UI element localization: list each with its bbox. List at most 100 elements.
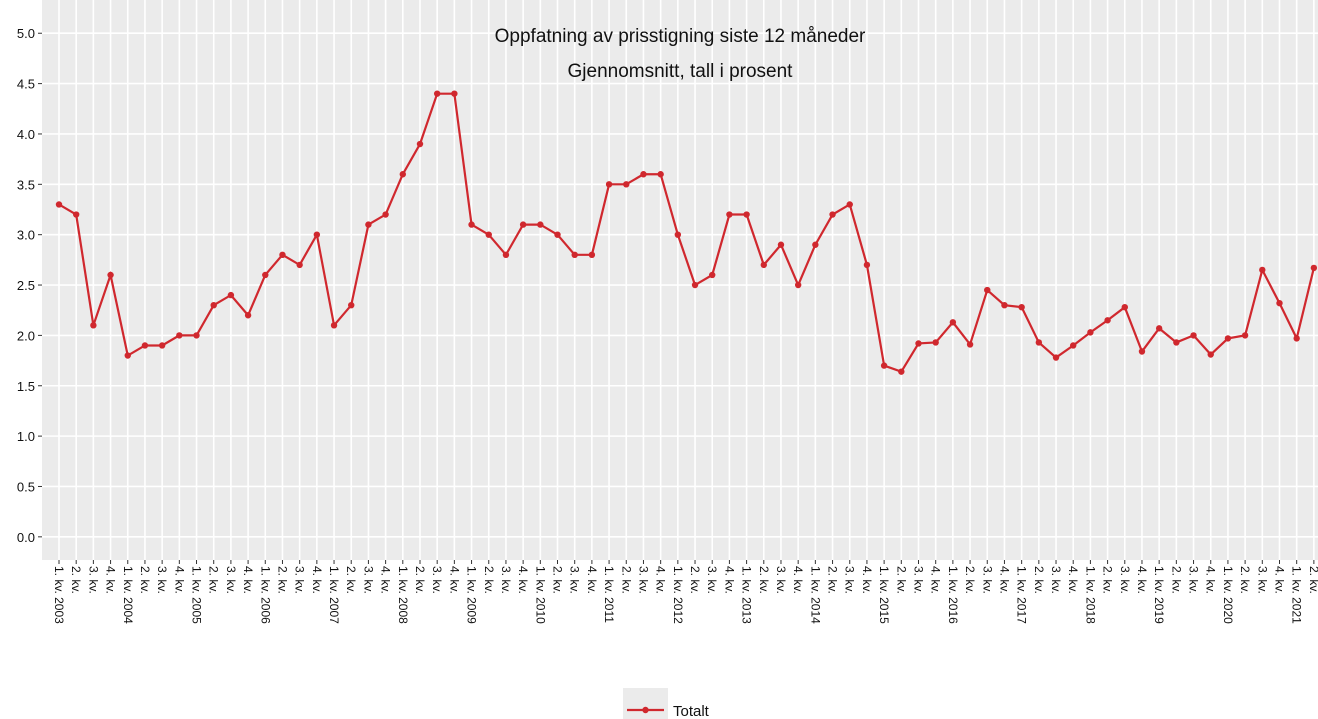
x-tick-label: 2. kv. [757, 566, 771, 594]
x-tick-label: 2. kv. [1032, 566, 1046, 594]
point [1207, 351, 1214, 358]
point [1104, 317, 1111, 324]
x-tick-label: 1. kv. 2016 [946, 566, 960, 624]
x-tick-label: 1. kv. 2012 [671, 566, 685, 624]
point [262, 271, 269, 279]
point [296, 261, 303, 269]
y-tick-label: 3.5 [17, 177, 35, 192]
x-tick-label: 1. kv. 2006 [258, 566, 272, 624]
point [1310, 264, 1318, 272]
point [330, 322, 338, 329]
x-tick-label: 2. kv. [413, 566, 427, 594]
chart-subtitle: Gjennomsnitt, tall i prosent [568, 61, 794, 82]
x-tick-label: 4. kv. [1204, 566, 1218, 594]
point [1087, 329, 1094, 336]
x-tick-label: 4. kv. [241, 566, 255, 594]
point [571, 251, 578, 259]
point [348, 301, 355, 309]
x-tick-label: 1. kv. 2020 [1221, 566, 1235, 624]
y-tick-label: 2.0 [17, 328, 35, 343]
point [794, 281, 802, 289]
point [107, 271, 114, 279]
point [709, 271, 716, 279]
x-tick-label: 1. kv. 2018 [1083, 566, 1097, 624]
x-tick-label: 4. kv. [1272, 566, 1286, 594]
point [485, 231, 492, 238]
x-tick-label: 4. kv. [447, 566, 461, 594]
y-tick-label: 1.0 [17, 429, 35, 444]
grid [42, 0, 1318, 560]
point [468, 221, 475, 228]
point [623, 181, 630, 188]
x-tick-label: 2. kv. [1307, 566, 1318, 594]
point [1052, 354, 1060, 361]
x-tick-label: 4. kv. [929, 566, 943, 594]
point [1224, 335, 1232, 342]
point [193, 332, 200, 339]
x-tick-label: 3. kv. [1255, 566, 1269, 594]
x-tick-label: 1. kv. 2009 [465, 566, 479, 624]
point [1241, 332, 1249, 339]
y-tick-label: 0.0 [17, 530, 35, 545]
x-tick-label: 2. kv. [619, 566, 633, 594]
point [244, 312, 252, 319]
y-tick-label: 0.5 [17, 479, 35, 494]
x-tick-label: 3. kv. [499, 566, 513, 594]
x-tick-label: 1. kv. 2019 [1152, 566, 1166, 624]
point [72, 211, 80, 218]
x-tick-label: 3. kv. [1118, 566, 1132, 594]
point [588, 251, 596, 259]
point [846, 201, 853, 208]
point [674, 231, 682, 238]
point [519, 221, 527, 228]
x-tick-label: 1. kv. 2005 [190, 566, 204, 624]
point [812, 241, 819, 248]
y-tick-label: 2.5 [17, 278, 35, 293]
x-tick-label: 2. kv. [894, 566, 908, 594]
y-tick-label: 4.0 [17, 127, 35, 142]
x-tick-label: 4. kv. [997, 566, 1011, 594]
y-tick-label: 4.5 [17, 77, 35, 92]
x-tick-label: 3. kv. [774, 566, 788, 594]
x-tick-label: 2. kv. [688, 566, 702, 594]
x-tick-label: 2. kv. [207, 566, 221, 594]
x-tick-label: 3. kv. [1049, 566, 1063, 594]
x-tick-label: 2. kv. [551, 566, 565, 594]
point [640, 171, 647, 178]
point [966, 341, 974, 348]
x-tick-label: 4. kv. [860, 566, 874, 594]
x-tick-label: 3. kv. [1187, 566, 1201, 594]
panel [42, 0, 1318, 560]
x-tick-label: 2. kv. [1238, 566, 1252, 594]
x-tick-label: 3. kv. [980, 566, 994, 594]
point [365, 221, 372, 228]
x-tick-label: 1. kv. 2004 [121, 566, 135, 624]
point [313, 231, 321, 238]
point [829, 211, 836, 218]
x-tick-label: 4. kv. [310, 566, 324, 594]
x-tick-label: 1. kv. 2015 [877, 566, 891, 624]
point [124, 352, 131, 359]
x-tick-label: 2. kv. [482, 566, 496, 594]
x-tick-label: 4. kv. [585, 566, 599, 594]
chart-title: Oppfatning av prisstigning siste 12 måne… [495, 26, 866, 47]
x-tick-label: 1. kv. 2014 [808, 566, 822, 624]
point [1035, 339, 1043, 346]
point [537, 221, 544, 228]
point [880, 362, 888, 369]
point [141, 342, 149, 349]
point [932, 339, 939, 346]
x-tick-label: 1. kv. 2011 [602, 566, 616, 623]
x-tick-label: 2. kv. [1169, 566, 1183, 594]
point [984, 286, 991, 294]
x-tick-label: 4. kv. [722, 566, 736, 594]
x-tick-label: 2. kv. [275, 566, 289, 594]
point [726, 211, 733, 218]
x-tick-label: 2. kv. [963, 566, 977, 594]
point [743, 211, 750, 218]
point [1293, 335, 1300, 342]
x-tick-label: 3. kv. [155, 566, 169, 594]
point [898, 368, 905, 375]
x-tick-label: 3. kv. [361, 566, 375, 594]
